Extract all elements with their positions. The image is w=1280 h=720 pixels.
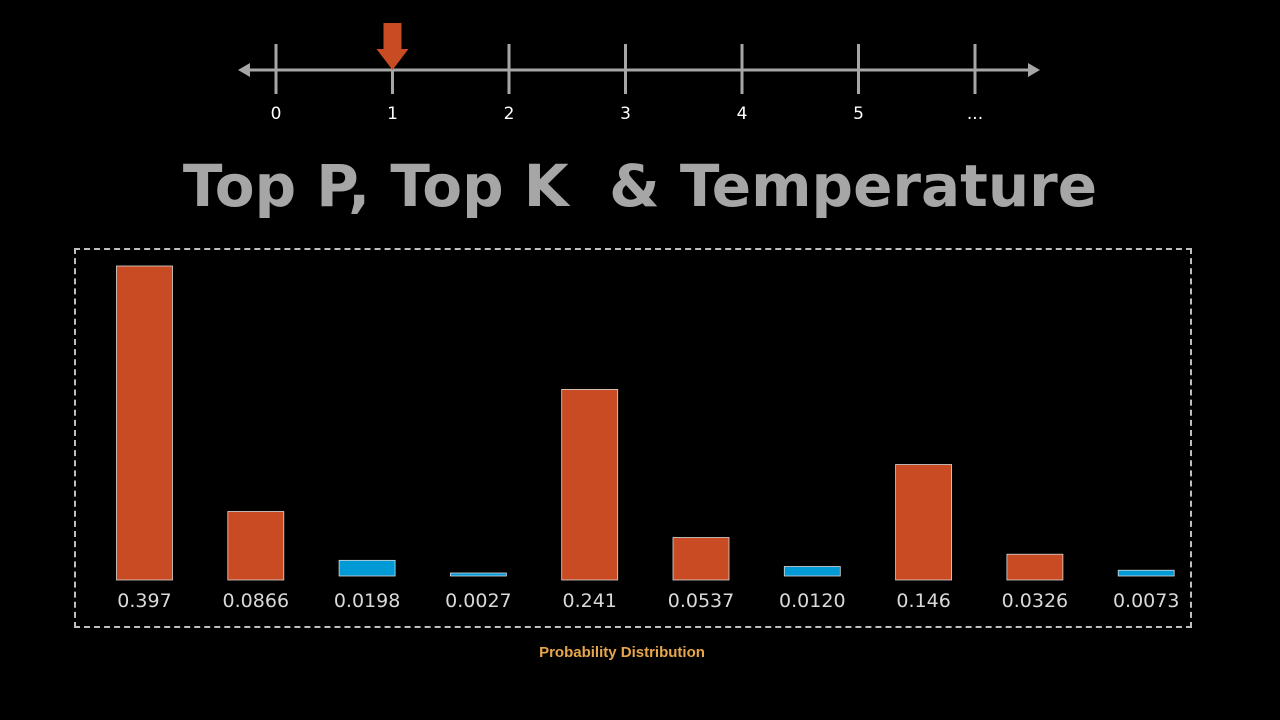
distribution-frame (74, 248, 1192, 628)
timeline-tick-label: ... (967, 104, 983, 124)
probability-value-label: 0.0537 (668, 590, 734, 612)
timeline-left-arrow-icon (238, 63, 250, 77)
timeline-tick-label: 4 (737, 104, 748, 124)
page-title: Top P, Top K & Temperature (182, 152, 1098, 220)
token-position-timeline: 0 1 2 3 4 5... (238, 23, 1040, 124)
probability-bar (227, 511, 285, 581)
probability-bar (783, 566, 841, 577)
current-position-arrow-icon (376, 23, 409, 70)
probability-value-label: 0.0073 (1113, 590, 1179, 612)
timeline-tick-label: 5 (853, 104, 864, 124)
distribution-caption: Probability Distribution (539, 644, 705, 661)
probability-value-label: 0.0866 (223, 590, 289, 612)
probability-bar (449, 572, 507, 577)
timeline-right-arrow-icon (1028, 63, 1040, 77)
probability-bar (672, 537, 730, 581)
probability-value-label: 0.241 (562, 590, 616, 612)
probability-value-label: 0.0326 (1002, 590, 1068, 612)
probability-value-label: 0.0198 (334, 590, 400, 612)
probability-value-label: 0.397 (117, 590, 171, 612)
timeline-tick-label: 2 (504, 104, 515, 124)
probability-bar (338, 559, 396, 577)
probability-value-label: 0.0027 (445, 590, 511, 612)
probability-bar (1117, 569, 1175, 577)
timeline-tick-label: 0 (271, 104, 282, 124)
probability-bar (116, 265, 173, 581)
probability-bar (561, 388, 619, 581)
probability-value-label: 0.0120 (779, 590, 845, 612)
probability-bars: 0.397 0.0866 0.0198 0.0027 0.241 0.0537 0.0120… (116, 265, 1179, 612)
timeline-tick-label: 1 (387, 104, 398, 124)
probability-bar (895, 464, 952, 581)
probability-bar (1006, 553, 1064, 581)
probability-value-label: 0.146 (896, 590, 950, 612)
timeline-tick-label: 3 (620, 104, 631, 124)
